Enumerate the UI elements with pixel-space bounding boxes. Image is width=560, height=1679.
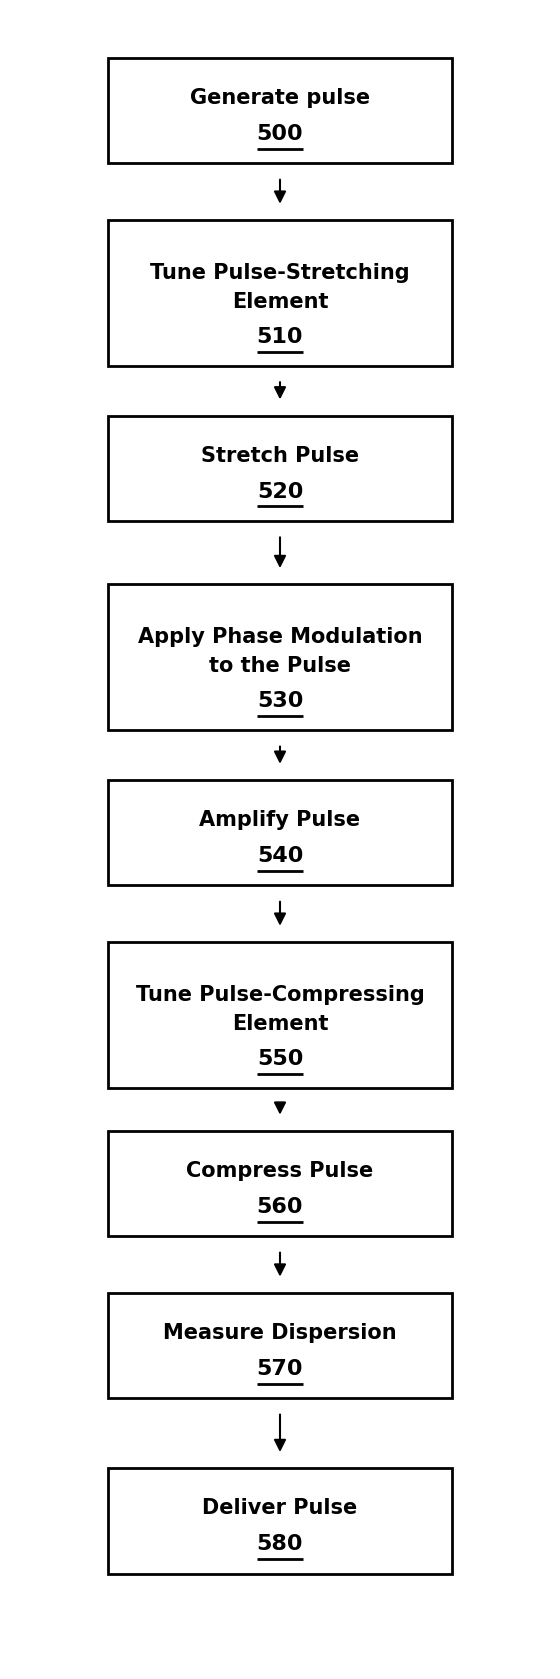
Text: 520: 520	[257, 482, 303, 502]
Text: Generate pulse: Generate pulse	[190, 87, 370, 107]
Text: Apply Phase Modulation: Apply Phase Modulation	[138, 626, 422, 646]
Text: 530: 530	[257, 692, 303, 710]
Text: 500: 500	[256, 124, 304, 144]
FancyBboxPatch shape	[108, 942, 452, 1088]
Text: Measure Dispersion: Measure Dispersion	[163, 1323, 397, 1343]
FancyBboxPatch shape	[108, 59, 452, 163]
Text: 540: 540	[257, 846, 303, 866]
FancyBboxPatch shape	[108, 416, 452, 520]
Text: to the Pulse: to the Pulse	[209, 656, 351, 677]
FancyBboxPatch shape	[108, 584, 452, 730]
Text: 550: 550	[257, 1049, 303, 1068]
Text: Stretch Pulse: Stretch Pulse	[201, 445, 359, 465]
FancyBboxPatch shape	[108, 1293, 452, 1399]
Text: Tune Pulse-Compressing: Tune Pulse-Compressing	[136, 984, 424, 1004]
Text: 510: 510	[256, 327, 304, 346]
Text: Tune Pulse-Stretching: Tune Pulse-Stretching	[150, 262, 410, 282]
FancyBboxPatch shape	[108, 1469, 452, 1573]
Text: 560: 560	[256, 1197, 304, 1217]
FancyBboxPatch shape	[108, 781, 452, 885]
Text: Element: Element	[232, 292, 328, 312]
Text: Amplify Pulse: Amplify Pulse	[199, 811, 361, 829]
FancyBboxPatch shape	[108, 220, 452, 366]
Text: Compress Pulse: Compress Pulse	[186, 1160, 374, 1180]
Text: Deliver Pulse: Deliver Pulse	[202, 1498, 358, 1518]
FancyBboxPatch shape	[108, 1132, 452, 1236]
Text: 580: 580	[256, 1535, 304, 1555]
Text: 570: 570	[256, 1358, 304, 1378]
Text: Element: Element	[232, 1014, 328, 1034]
